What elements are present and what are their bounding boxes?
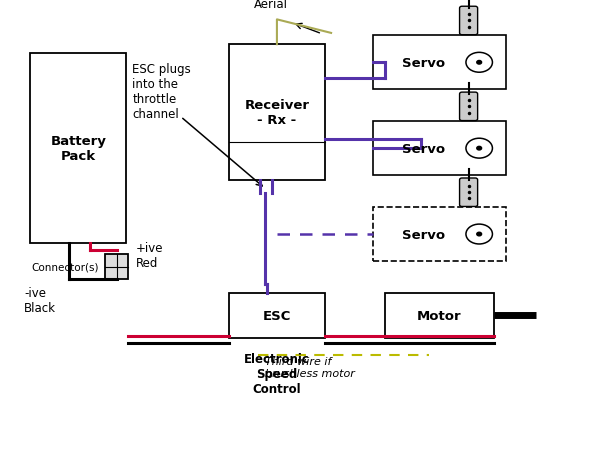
Bar [105,255,128,280]
FancyBboxPatch shape [459,93,477,121]
Text: Aerial: Aerial [254,0,288,11]
Bar [229,45,325,180]
Bar [373,36,506,90]
Text: Motor: Motor [417,309,462,322]
Text: ESC plugs
into the
throttle
channel: ESC plugs into the throttle channel [132,63,191,121]
Text: Servo: Servo [402,228,445,241]
Circle shape [466,139,492,159]
Text: Receiver
- Rx -: Receiver - Rx - [244,99,309,127]
FancyBboxPatch shape [459,7,477,36]
Circle shape [477,147,482,151]
Circle shape [466,225,492,244]
Text: +ive
Red: +ive Red [135,241,163,269]
Bar [373,122,506,176]
Circle shape [466,53,492,73]
Text: Third wire if
brushless motor: Third wire if brushless motor [265,356,355,378]
Text: Battery
Pack: Battery Pack [51,135,106,163]
Text: Servo: Servo [402,143,445,155]
Text: -ive
Black: -ive Black [24,286,56,314]
Text: ESC: ESC [262,309,291,322]
FancyBboxPatch shape [459,179,477,207]
Bar [385,293,494,338]
Bar [229,293,325,338]
Text: Electronic
Speed
Control: Electronic Speed Control [244,352,310,395]
Circle shape [477,61,482,65]
Text: Servo: Servo [402,57,445,69]
Circle shape [477,233,482,236]
Text: Connector(s): Connector(s) [32,262,99,272]
Bar [373,207,506,262]
Bar [30,54,126,244]
